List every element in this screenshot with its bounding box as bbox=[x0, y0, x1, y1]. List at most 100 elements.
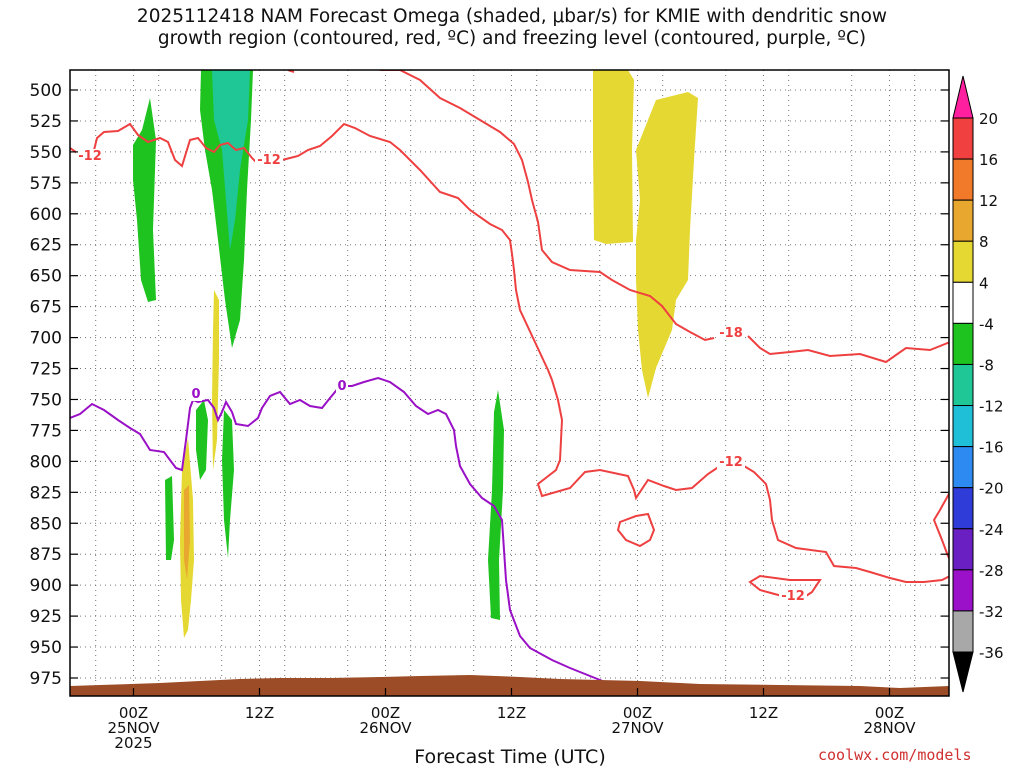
y-axis: 500 525 550 575 600 625 650 675 700 725 750 775 800 8… bbox=[30, 81, 949, 689]
contour-label-bg bbox=[717, 455, 745, 469]
colorbar-segment bbox=[952, 610, 974, 653]
colorbar-top-arrow bbox=[952, 75, 974, 119]
y-tick-label: 525 bbox=[30, 112, 62, 132]
y-tick-label: 825 bbox=[30, 483, 62, 503]
contour-label: -12 bbox=[257, 153, 281, 168]
colorbar-label: -24 bbox=[979, 521, 1004, 539]
colorbar-label: -20 bbox=[979, 480, 1004, 498]
x-tick-label: 12Z bbox=[497, 704, 526, 722]
omega-shading bbox=[133, 70, 698, 638]
dgz-contour bbox=[380, 70, 715, 342]
colorbar-segment bbox=[952, 487, 974, 530]
dgz-contour bbox=[743, 465, 949, 583]
colorbar-label: -36 bbox=[979, 644, 1004, 662]
colorbar-segment bbox=[952, 363, 974, 407]
y-tick-label: 675 bbox=[30, 298, 62, 318]
colorbar-segment bbox=[952, 158, 974, 201]
colorbar-segment bbox=[952, 569, 974, 612]
contour-labels: -12 -12 -18 -12 -12 0 0 bbox=[76, 149, 807, 604]
x-tick-label: 2025 bbox=[114, 734, 152, 752]
dgz-contour bbox=[932, 491, 949, 561]
x-tick-label: 12Z bbox=[245, 704, 274, 722]
x-tick-label: 00Z bbox=[119, 704, 148, 722]
dgz-contour bbox=[281, 122, 721, 501]
chart-title: 2025112418 NAM Forecast Omega (shaded, μ… bbox=[136, 6, 888, 49]
x-tick-label: 12Z bbox=[749, 704, 778, 722]
terrain bbox=[70, 675, 949, 696]
colorbar-label: 16 bbox=[979, 151, 998, 169]
x-tick-label: 26NOV bbox=[359, 719, 412, 737]
freezing-contour bbox=[70, 376, 651, 696]
omega-area bbox=[165, 476, 174, 560]
contour-label: -12 bbox=[719, 455, 743, 470]
x-axis-label: Forecast Time (UTC) bbox=[414, 746, 606, 768]
contour-label: -12 bbox=[78, 149, 102, 164]
colorbar-segment bbox=[952, 240, 974, 283]
x-tick-label: 00Z bbox=[371, 704, 400, 722]
colorbar-label: -28 bbox=[979, 562, 1004, 580]
omega-area bbox=[222, 410, 234, 558]
x-tick-label: 25NOV bbox=[107, 719, 160, 737]
x-tick-label: 27NOV bbox=[611, 719, 664, 737]
y-tick-label: 575 bbox=[30, 174, 62, 194]
colorbar-segment bbox=[952, 281, 974, 324]
colorbar-label: 8 bbox=[979, 233, 989, 251]
y-tick-label: 850 bbox=[30, 514, 62, 534]
y-tick-label: 775 bbox=[30, 421, 62, 441]
y-tick-label: 500 bbox=[30, 81, 62, 101]
omega-area bbox=[488, 390, 504, 620]
y-tick-label: 950 bbox=[30, 638, 62, 658]
contour-label: 0 bbox=[191, 387, 200, 402]
colorbar-label: -4 bbox=[979, 315, 994, 333]
omega-area bbox=[196, 400, 208, 480]
omega-area bbox=[133, 98, 156, 302]
colorbar-segment bbox=[952, 446, 974, 489]
colorbar-label: -32 bbox=[979, 603, 1004, 621]
y-tick-label: 625 bbox=[30, 236, 62, 256]
contour-label-bg bbox=[76, 149, 104, 163]
colorbar-label: 12 bbox=[979, 192, 998, 210]
contour-label-bg bbox=[255, 153, 283, 167]
contour-label-bg bbox=[190, 387, 202, 401]
colorbar-label: 4 bbox=[979, 274, 989, 292]
omega-area bbox=[212, 290, 219, 470]
y-tick-label: 750 bbox=[30, 390, 62, 410]
y-tick-label: 725 bbox=[30, 360, 62, 380]
y-tick-label: 700 bbox=[30, 329, 62, 349]
colorbar: 20 16 12 8 4 -4 -8 -12 -16 -20 -24 -28 -32 -36 bbox=[952, 75, 1004, 693]
colorbar-segment bbox=[952, 405, 974, 448]
colorbar-bottom-arrow bbox=[952, 651, 974, 693]
x-tick-label: 28NOV bbox=[863, 719, 916, 737]
dgz-contour bbox=[616, 512, 656, 548]
omega-area bbox=[656, 230, 680, 300]
y-tick-label: 650 bbox=[30, 267, 62, 287]
contour-label: 0 bbox=[337, 379, 346, 394]
dgz-contour bbox=[70, 122, 257, 168]
freezing-level-contour bbox=[70, 376, 651, 696]
contour-label-bg bbox=[336, 379, 348, 393]
colorbar-label: 20 bbox=[979, 110, 998, 128]
y-tick-label: 900 bbox=[30, 576, 62, 596]
colorbar-segment bbox=[952, 117, 974, 160]
dgz-contour bbox=[747, 335, 949, 364]
colorbar-label: -8 bbox=[979, 356, 994, 374]
y-tick-label: 875 bbox=[30, 545, 62, 565]
y-tick-label: 925 bbox=[30, 607, 62, 627]
colorbar-segment bbox=[952, 199, 974, 242]
colorbar-label: -12 bbox=[979, 398, 1004, 416]
omega-area bbox=[212, 70, 250, 250]
y-tick-label: 800 bbox=[30, 452, 62, 472]
x-tick-label: 00Z bbox=[623, 704, 652, 722]
contour-label: -18 bbox=[719, 326, 743, 341]
plot-frame bbox=[69, 69, 950, 697]
contour-label: -12 bbox=[781, 589, 805, 604]
x-tick-label: 00Z bbox=[875, 704, 904, 722]
contour-label-bg bbox=[779, 589, 807, 603]
y-tick-label: 550 bbox=[30, 143, 62, 163]
y-tick-label: 600 bbox=[30, 205, 62, 225]
dgz-contours bbox=[70, 70, 949, 602]
contour-label-bg bbox=[717, 326, 745, 340]
colorbar-segment bbox=[952, 322, 974, 365]
